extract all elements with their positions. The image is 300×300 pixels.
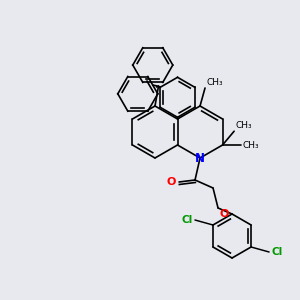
Text: CH₃: CH₃ xyxy=(206,78,223,87)
Text: Cl: Cl xyxy=(271,247,282,257)
Text: CH₃: CH₃ xyxy=(235,121,252,130)
Text: Cl: Cl xyxy=(182,215,193,225)
Text: O: O xyxy=(219,209,228,219)
Text: N: N xyxy=(195,152,205,164)
Text: O: O xyxy=(167,177,176,187)
Text: CH₃: CH₃ xyxy=(242,140,259,149)
